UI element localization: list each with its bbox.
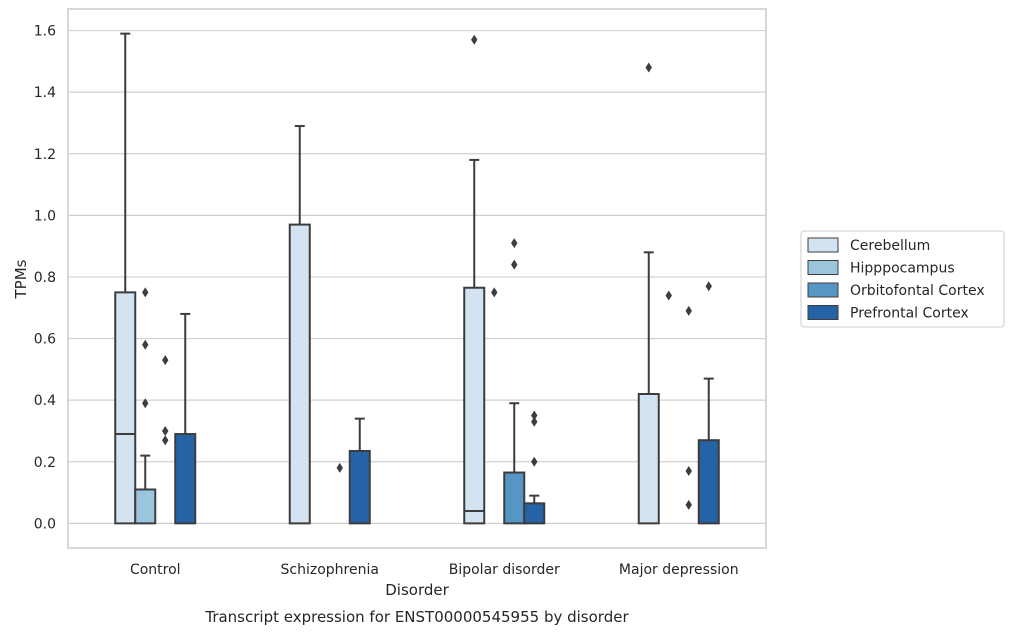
outlier-point (531, 416, 538, 427)
outlier-point (531, 456, 538, 467)
y-tick-label: 0.6 (34, 332, 56, 348)
x-axis-ticks: Control Schizophrenia Bipolar disorder Majo… (130, 562, 739, 578)
y-axis-ticks: 0.0 0.2 0.4 0.6 0.8 1.0 1.2 1.4 1.6 (34, 24, 56, 533)
outlier-point (162, 355, 169, 366)
boxes (114, 32, 720, 525)
outlier-point (665, 290, 672, 301)
y-tick-label: 0.4 (34, 393, 56, 409)
outlier-point (162, 435, 169, 446)
box-cerebellum (463, 158, 486, 525)
box-body (463, 286, 486, 525)
legend-frame (800, 230, 1005, 328)
box-body (637, 393, 660, 525)
legend-label: Prefrontal Cortex (850, 306, 969, 322)
y-tick-label: 1.0 (34, 208, 56, 224)
box-cerebellum (637, 251, 660, 525)
outlier-point (705, 281, 712, 292)
y-tick-label: 1.4 (34, 85, 56, 101)
outlier-point (162, 425, 169, 436)
plot-area-frame (67, 8, 767, 549)
legend-swatch (807, 237, 839, 253)
outlier-point (685, 305, 692, 316)
legend-label: Hipppocampus (850, 261, 955, 277)
x-tick-label: Schizophrenia (281, 562, 379, 578)
outlier-point (471, 34, 478, 45)
outlier-point (511, 238, 518, 249)
legend: Cerebellum Hipppocampus Orbitofontal Corte… (800, 230, 1005, 328)
outlier-point (142, 398, 149, 409)
outliers (142, 34, 712, 510)
outlier-point (511, 259, 518, 270)
outlier-point (685, 466, 692, 476)
box-body (174, 433, 197, 525)
x-tick-label: Major depression (619, 562, 739, 578)
box-hipppocampus (134, 454, 157, 525)
legend-swatch (807, 305, 839, 320)
box-orbitofontal-cortex (503, 402, 526, 525)
box-prefrontal-cortex (174, 312, 197, 525)
outlier-point (142, 287, 149, 298)
box-prefrontal-cortex (697, 377, 720, 525)
box-body (697, 439, 720, 525)
box-body (288, 223, 311, 525)
gridlines (68, 29, 766, 524)
outlier-point (685, 499, 692, 510)
y-tick-label: 1.2 (34, 147, 56, 163)
x-tick-label: Bipolar disorder (449, 562, 560, 578)
box-cerebellum (288, 125, 311, 525)
outlier-point (491, 287, 498, 298)
outlier-point (336, 462, 343, 473)
legend-swatch (807, 260, 839, 275)
chart-caption: Transcript expression for ENST0000054595… (204, 608, 629, 626)
x-axis-title: Disorder (385, 581, 449, 599)
box-body (523, 502, 546, 525)
box-body (503, 471, 526, 525)
y-tick-label: 0.2 (34, 455, 56, 471)
legend-swatch (807, 282, 839, 298)
y-axis-title: TPMs (12, 259, 30, 299)
legend-label: Cerebellum (850, 238, 930, 254)
box-body (348, 449, 371, 525)
legend-label: Orbitofontal Cortex (850, 283, 985, 299)
y-tick-label: 0.0 (34, 516, 56, 532)
outlier-point (142, 339, 149, 350)
box-prefrontal-cortex (523, 494, 546, 525)
outlier-point (645, 62, 652, 73)
box-body (114, 291, 137, 525)
box-cerebellum (114, 32, 137, 525)
x-tick-label: Control (130, 562, 181, 578)
outlier-point (531, 410, 538, 421)
y-tick-label: 1.6 (34, 24, 56, 40)
box-prefrontal-cortex (348, 417, 371, 525)
y-tick-label: 0.8 (34, 270, 56, 286)
box-body (134, 488, 157, 525)
